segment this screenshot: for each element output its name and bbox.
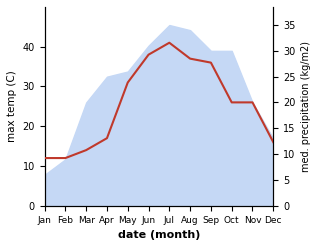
- Y-axis label: max temp (C): max temp (C): [7, 70, 17, 142]
- Y-axis label: med. precipitation (kg/m2): med. precipitation (kg/m2): [301, 41, 311, 172]
- X-axis label: date (month): date (month): [118, 230, 200, 240]
